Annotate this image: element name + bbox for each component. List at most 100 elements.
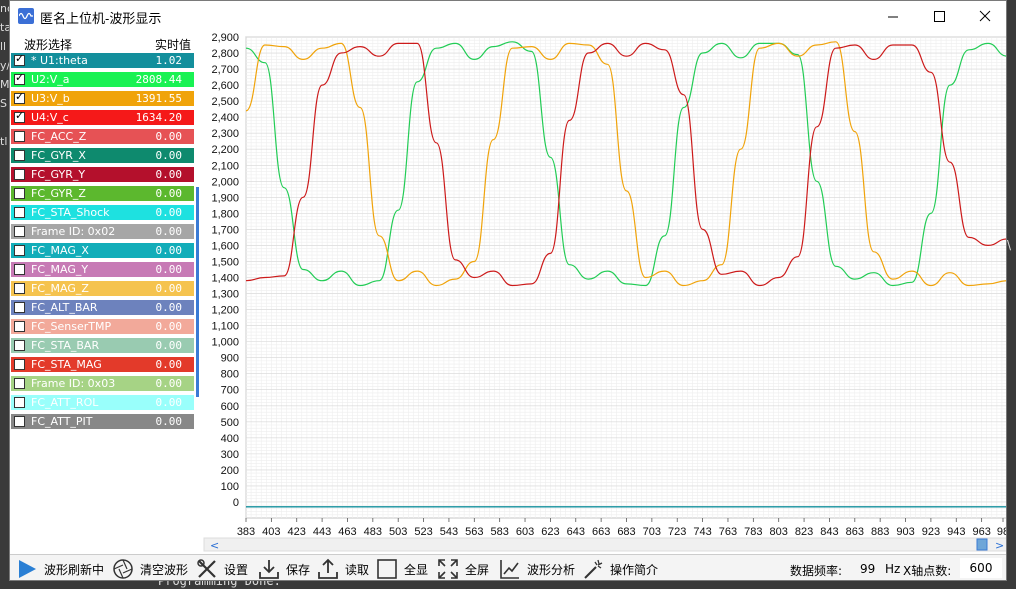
channel-row[interactable]: FC_GYR_X 0.00 [10,147,195,164]
channel-row[interactable]: FC_STA_BAR 0.00 [10,337,195,354]
x-axis-points-label: X轴点数: [903,564,952,578]
y-tick-label: 1,500 [211,256,239,268]
channel-checkbox[interactable] [14,264,25,275]
y-tick-label: 800 [221,369,239,381]
channel-row[interactable]: ✓ U3:V_b 1391.55 [10,90,195,107]
channel-row[interactable]: ✓ * U1:theta 1.02 [10,52,195,69]
x-tick-label: 523 [414,526,432,538]
settings-button[interactable]: 设置 [196,555,248,580]
series-line-U2 [245,41,1006,287]
channel-row[interactable]: FC_MAG_Z 0.00 [10,280,195,297]
y-tick-label: 2,400 [211,112,239,124]
channel-checkbox[interactable] [14,302,25,313]
background-char: ll [0,40,7,53]
channel-name: Frame ID: 0x03 [31,377,116,390]
x-axis-points-input[interactable]: 600 [960,558,1002,578]
channel-checkbox[interactable] [14,188,25,199]
channel-row[interactable]: FC_SenserTMP 0.00 [10,318,195,335]
channel-checkbox[interactable] [14,321,25,332]
channel-checkbox[interactable] [14,150,25,161]
scroll-left-arrow[interactable]: < [210,539,219,552]
waveform-chart[interactable]: 2,900 2,800 2,700 2,600 2,500 2,400 2,300 2,200… [201,31,1007,552]
waveform-app-icon [18,8,34,24]
channel-name: FC_GYR_Y [31,168,86,181]
y-tick-label: 1,600 [211,240,239,252]
channel-name: U4:V_c [31,111,69,124]
channel-row[interactable]: Frame ID: 0x02 0.00 [10,223,195,240]
load-button[interactable]: 读取 [317,555,369,580]
channel-checkbox[interactable] [14,340,25,351]
x-tick-label: 943 [947,526,965,538]
channel-name: FC_SenserTMP [31,320,112,333]
channel-name: FC_ATT_ROL [31,396,99,409]
channel-row[interactable]: FC_STA_MAG 0.00 [10,356,195,373]
channel-checkbox[interactable] [14,378,25,389]
x-tick-label: 423 [288,526,306,538]
channel-row[interactable]: ✓ U2:V_a 2808.44 [10,71,195,88]
channel-checkbox[interactable]: ✓ [14,71,25,85]
channel-checkbox[interactable] [14,207,25,218]
check-icon: ✓ [15,71,25,84]
x-tick-label: 923 [922,526,940,538]
channel-checkbox[interactable]: ✓ [14,109,25,123]
channel-checkbox[interactable]: ✓ [14,90,25,104]
fullscreen-button[interactable]: 全屏 [437,555,489,580]
channel-row[interactable]: FC_ATT_PIT 0.00 [10,413,195,430]
channel-row[interactable]: FC_ACC_Z 0.00 [10,128,195,145]
channel-checkbox[interactable] [14,169,25,180]
channel-row[interactable]: FC_MAG_X 0.00 [10,242,195,259]
background-char: M [0,78,9,91]
channel-checkbox[interactable] [14,283,25,294]
channel-checkbox[interactable] [14,245,25,256]
y-tick-label: 100 [221,481,239,493]
channel-value: 0.00 [155,225,183,238]
y-tick-label: 1,300 [211,289,239,301]
line-chart-icon [500,560,519,579]
x-tick-label: 463 [338,526,356,538]
x-tick-label: 763 [719,526,737,538]
channel-row[interactable]: FC_GYR_Z 0.00 [10,185,195,202]
channel-row[interactable]: FC_ATT_ROL 0.00 [10,394,195,411]
help-button[interactable]: 操作简介 [582,555,658,580]
title-bar[interactable]: 匿名上位机-波形显示 [10,1,1006,31]
x-tick-label: 563 [465,526,483,538]
channel-checkbox[interactable] [14,416,25,427]
channel-value: 0.00 [155,244,183,257]
fit-all-button[interactable]: 全显 [376,555,428,580]
save-button[interactable]: 保存 [258,555,310,580]
y-tick-label: 500 [221,417,239,429]
channel-row[interactable]: FC_STA_Shock 0.00 [10,204,195,221]
channel-row[interactable]: ✓ U4:V_c 1634.20 [10,109,195,126]
channel-checkbox[interactable]: ✓ [14,52,25,66]
channel-checkbox[interactable] [14,131,25,142]
close-button[interactable] [962,1,1006,31]
scroll-right-arrow[interactable]: > [995,539,1004,552]
y-tick-label: 2,700 [211,64,239,76]
scroll-thumb[interactable] [976,538,988,551]
channel-checkbox[interactable] [14,397,25,408]
channel-checkbox[interactable] [14,226,25,237]
y-tick-label: 600 [221,401,239,413]
channel-value: 0.00 [155,206,183,219]
channel-value: 0.00 [155,263,183,276]
channel-name: FC_STA_Shock [31,206,110,219]
x-tick-label: 843 [820,526,838,538]
channel-row[interactable]: FC_ALT_BAR 0.00 [10,299,195,316]
refresh-button[interactable]: 波形刷新中 [16,555,104,580]
x-tick-label: 383 [237,526,255,538]
horizontal-scrollbar[interactable] [203,537,1007,552]
channel-row[interactable]: FC_GYR_Y 0.00 [10,166,195,183]
y-tick-label: 2,600 [211,80,239,92]
channel-checkbox[interactable] [14,359,25,370]
channel-value: 0.00 [155,187,183,200]
channel-value: 1634.20 [135,111,182,124]
waveform-analysis-button[interactable]: 波形分析 [499,555,575,580]
x-tick-label: 883 [871,526,889,538]
clear-waveform-button[interactable]: 清空波形 [112,555,188,580]
channel-row[interactable]: FC_MAG_Y 0.00 [10,261,195,278]
minimize-button[interactable] [870,1,916,31]
panel-splitter[interactable] [196,187,199,397]
channel-value: 0.00 [155,377,183,390]
channel-row[interactable]: Frame ID: 0x03 0.00 [10,375,195,392]
maximize-button[interactable] [916,1,962,31]
